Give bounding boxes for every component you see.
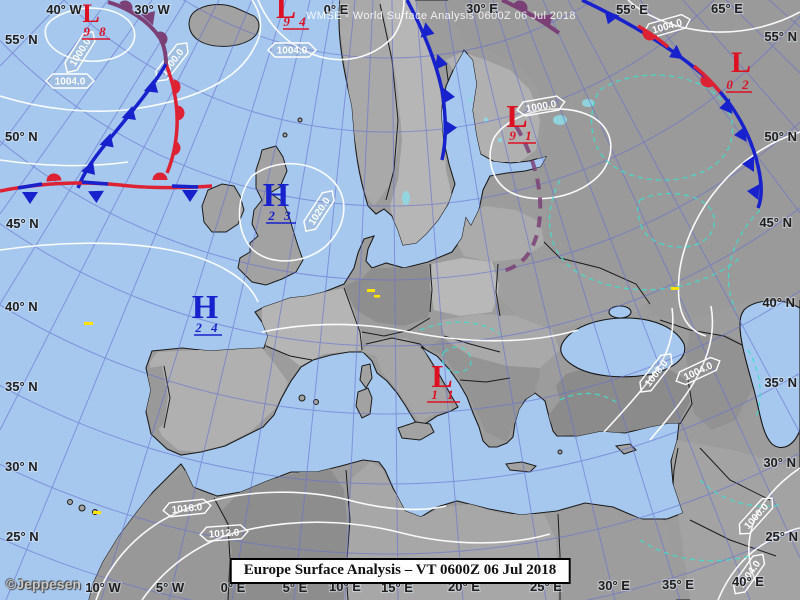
low-center-value: 9 8 <box>83 24 108 39</box>
low-center-letter: L <box>506 98 527 134</box>
shetland-island <box>297 117 303 123</box>
lon-label: 40° W <box>46 2 82 17</box>
watermark: WMSE - World Surface Analysis 0600Z 06 J… <box>306 10 576 22</box>
map-title: Europe Surface Analysis – VT 0600Z 06 Ju… <box>229 558 571 584</box>
high-center-value: 2 4 <box>194 320 220 335</box>
low-center-value: 0 2 <box>726 77 751 92</box>
lon-label: 55° E <box>616 2 648 17</box>
mixed-front-ne <box>581 0 763 209</box>
lon-label: 5° W <box>156 580 185 595</box>
lat-label: 35° N <box>764 375 797 390</box>
lat-label: 50° N <box>764 129 797 144</box>
weather-symbols <box>84 287 679 514</box>
copyright: ©Jeppesen <box>6 576 81 592</box>
lat-label: 25° N <box>6 529 39 544</box>
low-center-letter: L <box>82 0 99 28</box>
lon-label: 40° E <box>732 574 764 589</box>
lat-label: 45° N <box>6 216 39 231</box>
lon-label: 0° E <box>324 2 349 17</box>
cold-front-scandinavia <box>405 0 448 161</box>
rhodes-island <box>557 449 563 455</box>
low-center-value: 9 1 <box>509 128 534 143</box>
lat-label: 55° N <box>5 32 38 47</box>
orkney-island <box>282 132 288 138</box>
lon-label: 30° W <box>134 2 170 17</box>
lon-label: 65° E <box>711 1 743 16</box>
lat-label: 40° N <box>5 299 38 314</box>
canary-island <box>78 504 86 512</box>
low-center-letter: L <box>276 0 296 25</box>
lat-label: 30° N <box>5 459 38 474</box>
lat-label: 55° N <box>764 29 797 44</box>
weather-symbol <box>93 511 101 514</box>
balearic-island <box>298 394 306 402</box>
isobar-label: 1004.0 <box>277 46 308 57</box>
lon-label: 10° W <box>85 580 121 595</box>
high-center-letter: H <box>192 289 218 326</box>
caspian-sea <box>739 300 800 448</box>
lat-label: 35° N <box>5 379 38 394</box>
weather-symbol <box>374 295 380 298</box>
lon-label: 35° E <box>662 577 694 592</box>
isobar-label: 1012.0 <box>208 527 240 540</box>
lat-label: 25° N <box>765 529 798 544</box>
low-center-value: 1 1 <box>431 387 456 402</box>
crete <box>505 461 537 473</box>
ireland <box>201 183 245 233</box>
pressure-centers: L 9 8 L 9 4 L 0 2 L 9 1 L 1 1 H 2 3 H 2 … <box>82 0 752 403</box>
sicily <box>397 421 435 441</box>
lat-label: 40° N <box>762 295 795 310</box>
low-center-value: 9 4 <box>283 14 308 29</box>
lon-label: 30° E <box>466 1 498 16</box>
low-center-letter: L <box>731 46 751 79</box>
high-center-letter: H <box>263 177 289 214</box>
weather-symbol <box>367 289 375 292</box>
canary-island <box>67 499 73 505</box>
isobar-label: 1016.0 <box>171 502 203 516</box>
isobar-label: 1000.0 <box>525 99 557 115</box>
iceland <box>188 4 260 47</box>
lon-label: 30° E <box>598 578 630 593</box>
weather-symbol <box>671 287 679 290</box>
corsica <box>359 363 373 389</box>
fronts <box>0 0 763 274</box>
lat-label: 50° N <box>5 129 38 144</box>
isobar-label: 1004.0 <box>55 77 86 88</box>
coordinate-labels: 40° W 30° W 0° E 30° E 55° E 65° E 10° W… <box>4 0 799 596</box>
weather-symbol <box>84 322 93 325</box>
occluded-front-ne <box>501 0 561 35</box>
lat-label: 30° N <box>763 455 796 470</box>
black-sea <box>560 317 686 378</box>
high-center-value: 2 3 <box>267 208 293 223</box>
low-center-letter: L <box>431 358 452 394</box>
dashed-contours <box>419 74 781 562</box>
lat-label: 45° N <box>759 215 792 230</box>
warm-front <box>164 63 179 174</box>
